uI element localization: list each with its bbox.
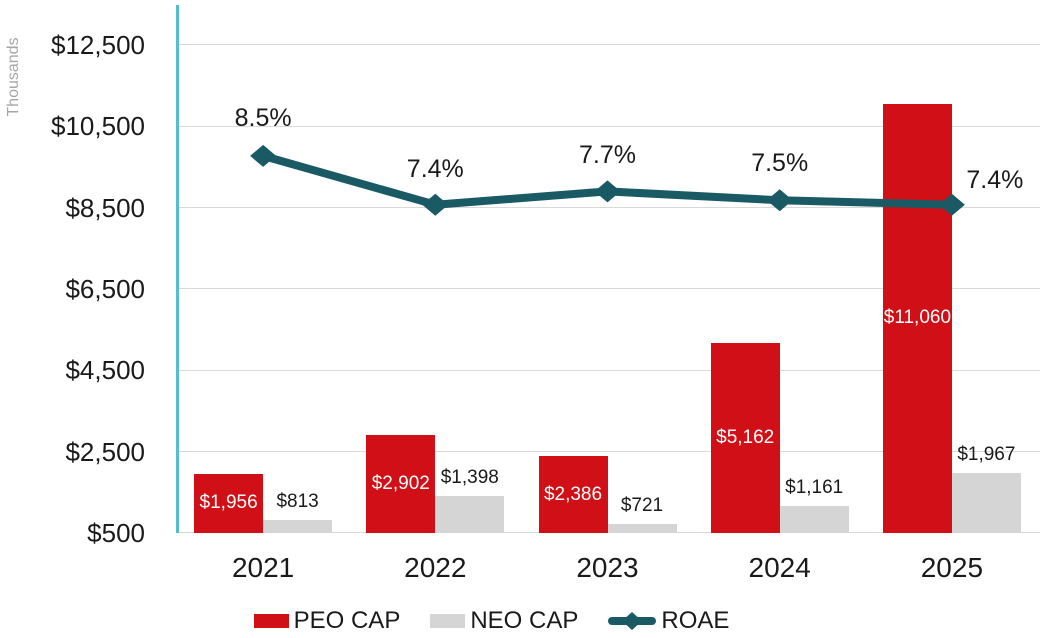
bar-value-label-neo: $1,398 [440, 467, 499, 489]
x-tick-label: 2022 [404, 552, 467, 583]
roae-value-label: 8.5% [234, 103, 292, 132]
legend-label-peo-cap: PEO CAP [293, 607, 401, 634]
legend-label-neo-cap: NEO CAP [470, 607, 579, 634]
legend: PEO CAP NEO CAP ROAE [0, 604, 1014, 638]
roae-value-label: 7.7% [579, 141, 636, 170]
roae-marker-icon [766, 189, 793, 212]
bar-value-label-neo: $721 [620, 495, 664, 516]
roae-marker-icon [250, 144, 277, 167]
x-tick-label: 2023 [576, 552, 639, 583]
legend-item-peo-cap: PEO CAP [253, 607, 401, 635]
bar-neo-cap [263, 520, 333, 533]
bar-value-label-peo: $2,902 [371, 473, 430, 495]
bar-peo-cap [366, 435, 436, 533]
gridline [177, 125, 1040, 127]
legend-item-roae: ROAE [608, 607, 729, 635]
x-tick-label: 2024 [748, 552, 811, 583]
y-tick-label: $6,500 [65, 274, 145, 304]
bar-peo-cap [538, 456, 608, 533]
y-tick-label: $12,500 [51, 30, 145, 60]
peo-cap-swatch-icon [253, 614, 289, 628]
bar-neo-cap [607, 524, 677, 533]
y-tick-label: $4,500 [65, 355, 145, 386]
roae-line-marker-icon [608, 610, 657, 632]
gridline [177, 450, 1040, 452]
bar-value-label-neo: $813 [276, 491, 319, 513]
bar-value-label-peo: $1,956 [199, 492, 258, 514]
bar-neo-cap [435, 496, 505, 533]
bar-value-label-peo: $2,386 [543, 483, 603, 505]
roae-value-label: 7.4% [406, 154, 464, 183]
gridline [177, 288, 1040, 290]
bar-value-label-peo: $5,162 [716, 427, 775, 449]
x-tick-label: 2025 [920, 552, 984, 583]
gridline [177, 369, 1040, 371]
roae-value-label: 7.4% [966, 165, 1024, 194]
y-axis-line [176, 5, 179, 533]
bar-value-label-peo: $11,060 [883, 307, 952, 329]
y-tick-label: $500 [87, 518, 145, 548]
bar-neo-cap [951, 473, 1021, 533]
roae-marker-icon [422, 193, 449, 216]
bar-peo-cap [194, 473, 264, 533]
gridline [177, 44, 1040, 46]
bar-value-label-neo: $1,967 [957, 444, 1016, 466]
bar-value-label-neo: $1,161 [785, 477, 844, 499]
y-tick-label: $10,500 [51, 111, 145, 142]
roae-value-label: 7.5% [751, 149, 809, 178]
roae-marker-icon [594, 180, 621, 203]
bar-peo-cap [710, 343, 780, 533]
legend-item-neo-cap: NEO CAP [430, 607, 578, 635]
neo-cap-swatch-icon [430, 614, 466, 628]
y-tick-label: $2,500 [65, 436, 145, 467]
y-tick-label: $8,500 [65, 192, 145, 223]
bar-neo-cap [779, 506, 849, 533]
x-tick-label: 2021 [231, 552, 295, 583]
legend-label-roae: ROAE [661, 607, 730, 634]
